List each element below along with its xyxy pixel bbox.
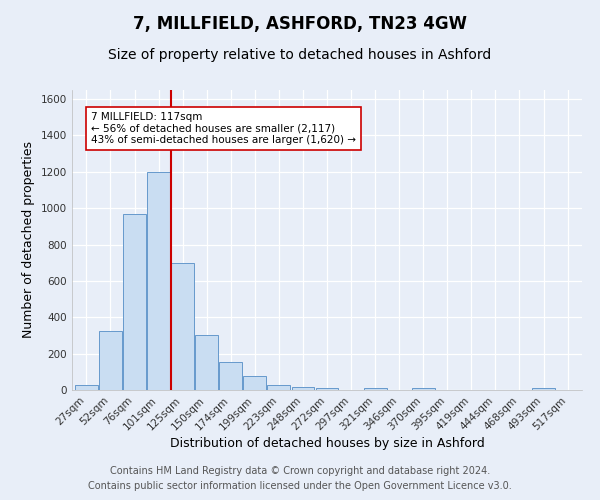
X-axis label: Distribution of detached houses by size in Ashford: Distribution of detached houses by size … <box>170 438 484 450</box>
Bar <box>244 376 266 390</box>
Text: Contains HM Land Registry data © Crown copyright and database right 2024.: Contains HM Land Registry data © Crown c… <box>110 466 490 476</box>
Text: 7, MILLFIELD, ASHFORD, TN23 4GW: 7, MILLFIELD, ASHFORD, TN23 4GW <box>133 15 467 33</box>
Text: Size of property relative to detached houses in Ashford: Size of property relative to detached ho… <box>109 48 491 62</box>
Bar <box>292 386 314 390</box>
Bar <box>412 388 434 390</box>
Bar <box>268 384 290 390</box>
Bar <box>123 214 146 390</box>
Y-axis label: Number of detached properties: Number of detached properties <box>22 142 35 338</box>
Bar <box>316 388 338 390</box>
Bar <box>99 331 122 390</box>
Bar <box>171 262 194 390</box>
Bar <box>532 388 555 390</box>
Bar <box>220 362 242 390</box>
Bar <box>147 172 170 390</box>
Bar <box>195 334 218 390</box>
Bar <box>75 386 98 390</box>
Bar <box>364 388 386 390</box>
Text: Contains public sector information licensed under the Open Government Licence v3: Contains public sector information licen… <box>88 481 512 491</box>
Text: 7 MILLFIELD: 117sqm
← 56% of detached houses are smaller (2,117)
43% of semi-det: 7 MILLFIELD: 117sqm ← 56% of detached ho… <box>91 112 356 145</box>
